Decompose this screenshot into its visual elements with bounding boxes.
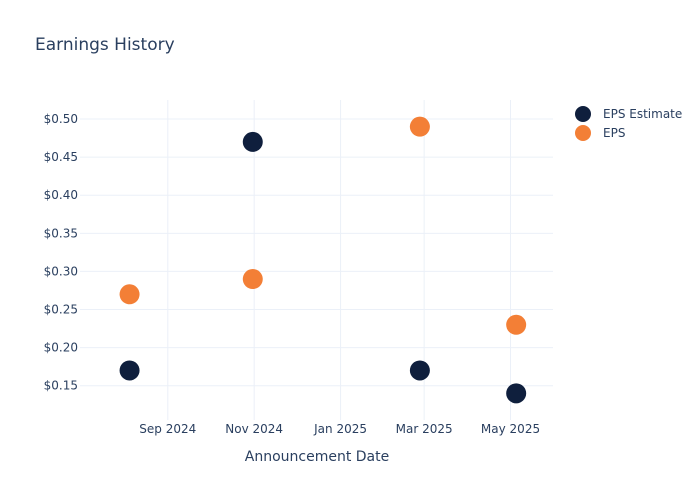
legend-item[interactable]: EPS Estimate xyxy=(575,106,682,122)
data-points xyxy=(119,116,527,404)
x-tick-label: May 2025 xyxy=(481,422,540,436)
data-point[interactable] xyxy=(506,383,527,404)
data-point[interactable] xyxy=(409,360,430,381)
y-tick-label: $0.45 xyxy=(44,150,78,164)
y-tick-label: $0.15 xyxy=(44,379,78,393)
y-axis-ticks: $0.15 $0.20 $0.25 $0.30 $0.35 $0.40 $0.45 $0.50 xyxy=(44,112,78,393)
legend-marker xyxy=(575,106,591,122)
data-point[interactable] xyxy=(242,131,263,152)
y-tick-label: $0.50 xyxy=(44,112,78,126)
y-tick-label: $0.40 xyxy=(44,188,78,202)
data-point[interactable] xyxy=(506,314,527,335)
x-axis-ticks: Sep 2024 Nov 2024 Jan 2025 Mar 2025 May 2025 xyxy=(139,422,540,436)
y-tick-label: $0.30 xyxy=(44,264,78,278)
x-tick-label: Sep 2024 xyxy=(139,422,196,436)
series-eps xyxy=(119,116,527,335)
x-axis-label: Announcement Date xyxy=(245,449,389,465)
series-eps-estimate xyxy=(119,131,527,404)
x-tick-label: Jan 2025 xyxy=(313,422,367,436)
x-tick-label: Mar 2025 xyxy=(396,422,453,436)
data-point[interactable] xyxy=(242,269,263,290)
grid-lines xyxy=(80,100,553,420)
y-tick-label: $0.35 xyxy=(44,226,78,240)
chart-title: Earnings History xyxy=(35,35,175,55)
y-tick-label: $0.25 xyxy=(44,303,78,317)
legend-marker xyxy=(575,125,591,141)
legend[interactable]: EPS Estimate EPS xyxy=(575,106,682,141)
legend-item[interactable]: EPS xyxy=(575,125,625,141)
x-tick-label: Nov 2024 xyxy=(225,422,283,436)
data-point[interactable] xyxy=(119,360,140,381)
data-point[interactable] xyxy=(119,284,140,305)
data-point[interactable] xyxy=(409,116,430,137)
legend-label: EPS xyxy=(603,126,625,140)
y-tick-label: $0.20 xyxy=(44,341,78,355)
legend-label: EPS Estimate xyxy=(603,107,682,121)
